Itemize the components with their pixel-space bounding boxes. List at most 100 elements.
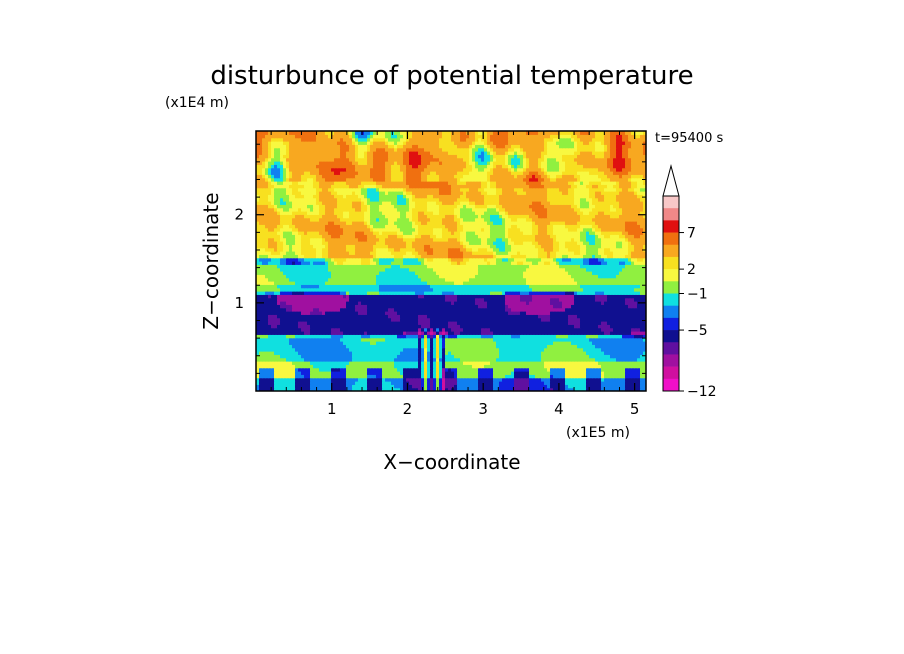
field-cell bbox=[625, 374, 629, 379]
field-cell bbox=[520, 351, 524, 355]
field-cell bbox=[475, 281, 479, 285]
field-cell bbox=[442, 287, 446, 292]
field-cell bbox=[322, 261, 326, 265]
field-cell bbox=[571, 341, 575, 345]
field-cell bbox=[328, 291, 332, 295]
field-cell bbox=[370, 264, 374, 269]
field-cell bbox=[259, 274, 263, 279]
field-cell bbox=[352, 314, 356, 319]
field-cell bbox=[466, 324, 470, 329]
field-cell bbox=[562, 354, 566, 359]
field-cell bbox=[580, 317, 584, 322]
field-cell bbox=[589, 314, 593, 319]
field-cell bbox=[466, 337, 470, 342]
field-cell bbox=[358, 287, 362, 292]
field-cell bbox=[295, 264, 299, 269]
field-cell bbox=[331, 267, 335, 272]
field-cell bbox=[598, 301, 602, 305]
field-cell bbox=[565, 361, 569, 365]
field-cell bbox=[574, 271, 578, 275]
field-cell bbox=[628, 387, 632, 391]
field-cell bbox=[415, 354, 419, 359]
field-cell bbox=[595, 274, 599, 279]
field-cell bbox=[430, 384, 434, 389]
field-cell bbox=[370, 347, 374, 352]
field-cell bbox=[424, 331, 428, 335]
field-cell bbox=[502, 304, 506, 309]
field-cell bbox=[421, 271, 425, 275]
field-cell bbox=[640, 337, 644, 342]
field-cell bbox=[382, 291, 386, 295]
field-cell bbox=[637, 297, 641, 302]
field-cell bbox=[496, 357, 500, 362]
field-cell bbox=[325, 291, 329, 295]
field-cell bbox=[325, 377, 329, 382]
field-cell bbox=[334, 284, 338, 289]
field-cell bbox=[271, 377, 275, 382]
field-cell bbox=[583, 294, 587, 299]
field-cell bbox=[526, 287, 530, 292]
field-cell bbox=[373, 384, 377, 389]
field-cell bbox=[337, 267, 341, 272]
field-cell bbox=[358, 264, 362, 269]
field-cell bbox=[544, 334, 548, 339]
field-cell bbox=[580, 351, 584, 355]
field-cell bbox=[472, 277, 476, 282]
field-cell bbox=[409, 327, 413, 332]
field-cell bbox=[328, 297, 332, 302]
field-cell bbox=[265, 297, 269, 302]
field-cell bbox=[334, 377, 338, 382]
field-cell bbox=[370, 261, 374, 265]
field-cell bbox=[505, 351, 509, 355]
field-cell bbox=[532, 271, 536, 275]
field-cell bbox=[625, 327, 629, 332]
field-cell bbox=[412, 304, 416, 309]
field-cell bbox=[286, 371, 290, 375]
field-cell bbox=[298, 337, 302, 342]
field-cell bbox=[274, 291, 278, 295]
field-cell bbox=[415, 361, 419, 365]
field-cell bbox=[472, 337, 476, 342]
field-cell bbox=[409, 331, 413, 335]
field-cell bbox=[382, 284, 386, 289]
field-cell bbox=[418, 381, 422, 385]
field-cell bbox=[559, 337, 563, 342]
field-cell bbox=[583, 327, 587, 332]
field-cell bbox=[397, 351, 401, 355]
field-cell bbox=[460, 301, 464, 305]
field-cell bbox=[532, 304, 536, 309]
field-cell bbox=[586, 301, 590, 305]
field-cell bbox=[307, 341, 311, 345]
field-cell bbox=[568, 307, 572, 312]
field-cell bbox=[421, 264, 425, 269]
field-cell bbox=[610, 311, 614, 315]
field-cell bbox=[445, 281, 449, 285]
field-cell bbox=[373, 381, 377, 385]
field-cell bbox=[409, 274, 413, 279]
field-cell bbox=[361, 287, 365, 292]
field-cell bbox=[307, 381, 311, 385]
field-cell bbox=[604, 327, 608, 332]
field-cell bbox=[625, 277, 629, 282]
field-cell bbox=[457, 334, 461, 339]
field-cell bbox=[619, 304, 623, 309]
field-cell bbox=[454, 371, 458, 375]
field-cell bbox=[607, 387, 611, 391]
field-cell bbox=[487, 361, 491, 365]
field-cell bbox=[328, 324, 332, 329]
field-cell bbox=[586, 284, 590, 289]
field-cell bbox=[484, 304, 488, 309]
field-cell bbox=[373, 284, 377, 289]
field-cell bbox=[526, 267, 530, 272]
field-cell bbox=[265, 364, 269, 369]
field-cell bbox=[562, 377, 566, 382]
field-cell bbox=[619, 347, 623, 352]
field-cell bbox=[562, 384, 566, 389]
field-cell bbox=[262, 311, 266, 315]
field-cell bbox=[463, 364, 467, 369]
field-cell bbox=[388, 377, 392, 382]
field-cell bbox=[583, 321, 587, 325]
field-cell bbox=[613, 311, 617, 315]
field-cell bbox=[571, 367, 575, 372]
field-cell bbox=[385, 307, 389, 312]
